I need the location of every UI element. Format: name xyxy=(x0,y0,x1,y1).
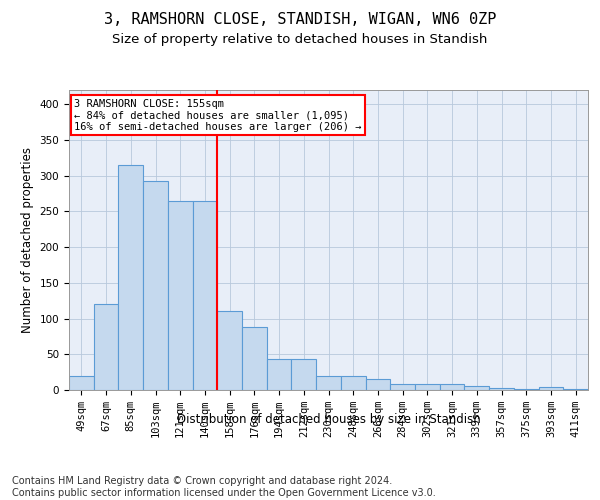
Bar xyxy=(292,358,316,390)
Bar xyxy=(341,376,365,390)
Text: 3, RAMSHORN CLOSE, STANDISH, WIGAN, WN6 0ZP: 3, RAMSHORN CLOSE, STANDISH, WIGAN, WN6 … xyxy=(104,12,496,28)
Bar xyxy=(193,200,217,390)
Y-axis label: Number of detached properties: Number of detached properties xyxy=(21,147,34,333)
Bar xyxy=(514,388,539,390)
Bar xyxy=(563,388,588,390)
Bar xyxy=(489,388,514,390)
Bar xyxy=(464,386,489,390)
Bar xyxy=(168,200,193,390)
Text: Contains HM Land Registry data © Crown copyright and database right 2024.
Contai: Contains HM Land Registry data © Crown c… xyxy=(12,476,436,498)
Bar xyxy=(267,358,292,390)
Text: Size of property relative to detached houses in Standish: Size of property relative to detached ho… xyxy=(112,32,488,46)
Bar xyxy=(217,312,242,390)
Bar xyxy=(242,327,267,390)
Bar xyxy=(118,165,143,390)
Bar xyxy=(94,304,118,390)
Bar xyxy=(316,376,341,390)
Bar xyxy=(365,380,390,390)
Bar xyxy=(415,384,440,390)
Bar xyxy=(143,180,168,390)
Text: Distribution of detached houses by size in Standish: Distribution of detached houses by size … xyxy=(177,412,481,426)
Bar xyxy=(390,384,415,390)
Text: 3 RAMSHORN CLOSE: 155sqm
← 84% of detached houses are smaller (1,095)
16% of sem: 3 RAMSHORN CLOSE: 155sqm ← 84% of detach… xyxy=(74,98,361,132)
Bar xyxy=(440,384,464,390)
Bar xyxy=(69,376,94,390)
Bar xyxy=(539,387,563,390)
